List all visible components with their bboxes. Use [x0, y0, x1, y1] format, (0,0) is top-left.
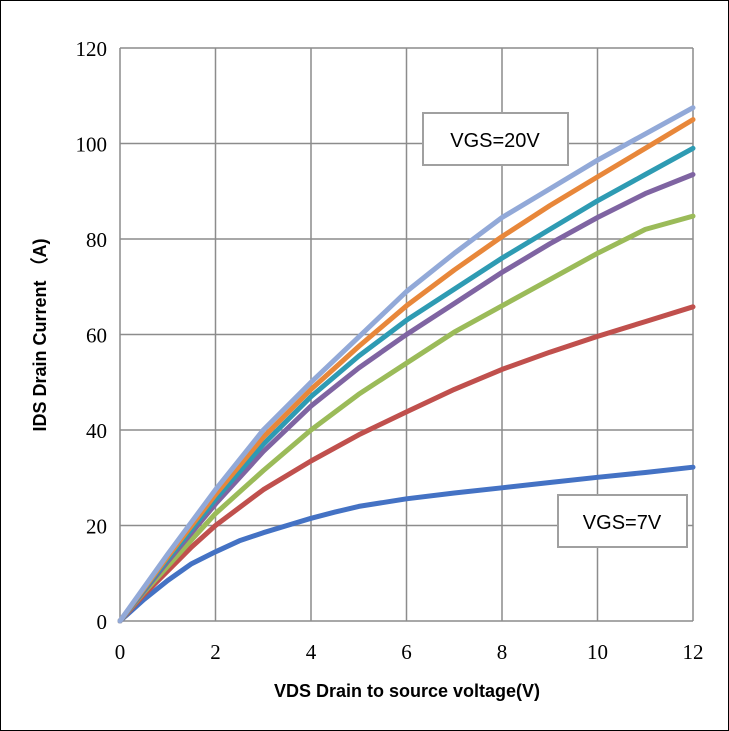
series-lines — [117, 105, 696, 624]
y-tick-label: 60 — [86, 324, 107, 348]
annotation-box-vgs-7v — [557, 494, 688, 548]
x-tick-label: 0 — [115, 640, 126, 664]
annotation-vgs-7v: VGS=7V — [583, 512, 662, 534]
series-line-7 — [117, 105, 696, 624]
y-tick-label: 0 — [97, 610, 108, 634]
x-tick-label: 8 — [497, 640, 508, 664]
annotation-box-vgs-20v — [422, 112, 569, 166]
x-tick-label: 2 — [210, 640, 221, 664]
y-tick-label: 40 — [86, 419, 107, 443]
x-axis-title: VDS Drain to source voltage(V) — [274, 681, 540, 701]
annotation-vgs-20v: VGS=20V — [450, 130, 540, 152]
y-axis-title: IDS Drain Current （A) — [30, 238, 50, 431]
x-tick-label: 12 — [683, 640, 704, 664]
y-tick-label: 80 — [86, 228, 107, 252]
x-tick-label: 4 — [306, 640, 317, 664]
series-line-5 — [117, 145, 696, 624]
y-tick-label: 20 — [86, 515, 107, 539]
y-tick-label: 100 — [76, 133, 108, 157]
series-line-1 — [117, 464, 696, 624]
y-tick-label: 120 — [76, 37, 108, 61]
series-line-6 — [117, 117, 696, 624]
series-line-4 — [117, 172, 696, 624]
series-line-2 — [117, 304, 696, 624]
x-tick-label: 6 — [401, 640, 412, 664]
x-tick-label: 10 — [587, 640, 608, 664]
series-line-3 — [117, 213, 696, 624]
